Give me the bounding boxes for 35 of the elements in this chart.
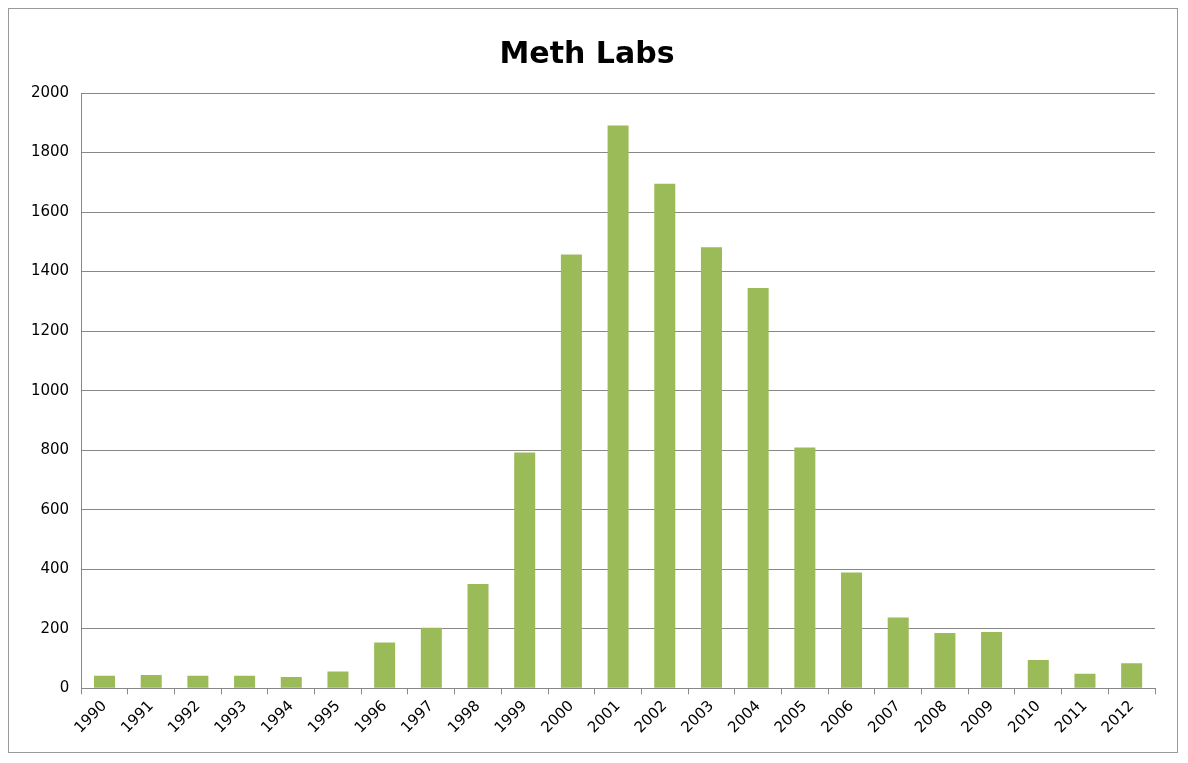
y-tick-label: 1800 <box>30 142 70 161</box>
bar <box>94 675 116 688</box>
y-tick-label: 1000 <box>30 380 70 399</box>
y-tick-label: 800 <box>40 440 70 459</box>
bar <box>514 452 536 688</box>
bar <box>887 617 909 688</box>
bar <box>747 287 769 688</box>
bar <box>560 254 582 688</box>
bar <box>1074 673 1096 688</box>
bar <box>280 676 302 688</box>
bar <box>234 675 256 688</box>
bar <box>1121 663 1143 688</box>
bar <box>654 183 676 688</box>
y-tick-label: 1600 <box>30 201 70 220</box>
y-tick-label: 1400 <box>30 261 70 280</box>
chart-title: Meth Labs <box>499 34 675 70</box>
bar <box>934 632 956 688</box>
bar <box>700 247 722 688</box>
bar <box>841 572 863 688</box>
y-tick-label: 2000 <box>30 82 70 101</box>
bar <box>140 674 162 688</box>
bar <box>187 675 209 688</box>
bar <box>1027 660 1049 688</box>
y-tick-label: 1200 <box>30 321 70 339</box>
bar <box>374 642 396 688</box>
y-tick-label: 200 <box>40 618 70 637</box>
y-tick-label: 600 <box>40 499 70 518</box>
bar <box>467 584 489 688</box>
bar <box>607 125 629 688</box>
y-tick-label: 0 <box>59 678 70 697</box>
bar <box>327 671 349 688</box>
y-tick-label: 400 <box>40 559 70 578</box>
bar <box>981 632 1003 688</box>
bar <box>420 627 442 688</box>
bar <box>794 447 816 688</box>
